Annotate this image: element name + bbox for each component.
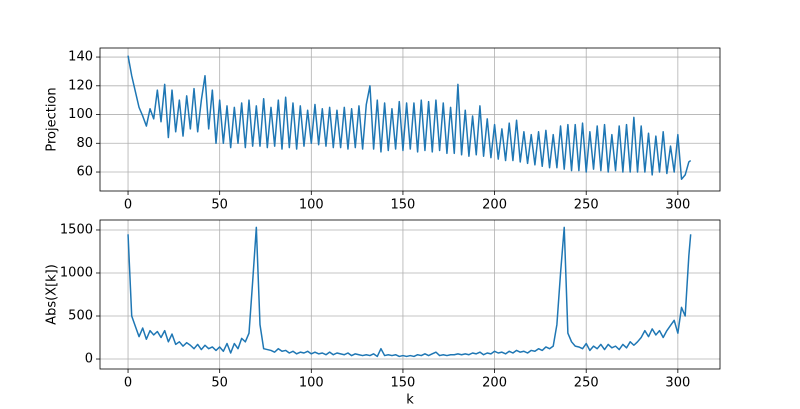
y-tick-label: 80 <box>76 136 93 151</box>
y-tick-label: 1000 <box>60 265 93 280</box>
y-tick-label: 1500 <box>60 222 93 237</box>
x-tick-label: 50 <box>211 376 228 391</box>
axes-frame <box>99 219 721 370</box>
data-line <box>127 226 692 358</box>
x-tick-label: 250 <box>574 376 599 391</box>
y-axis-label: Abs(X[k]) <box>45 264 60 325</box>
y-tick-label: 120 <box>68 78 93 93</box>
x-tick-label: 250 <box>574 198 599 213</box>
y-tick-label: 100 <box>68 107 93 122</box>
axes-frame <box>99 47 721 192</box>
x-tick-label: 100 <box>299 198 324 213</box>
x-axis-label: k <box>406 393 414 408</box>
x-tick-label: 0 <box>124 198 132 213</box>
y-tick-label: 500 <box>68 309 93 324</box>
x-tick-label: 200 <box>482 198 507 213</box>
x-tick-label: 200 <box>482 376 507 391</box>
x-tick-label: 300 <box>665 198 690 213</box>
y-tick-label: 0 <box>85 352 93 367</box>
x-tick-label: 50 <box>211 198 228 213</box>
x-tick-label: 100 <box>299 376 324 391</box>
x-tick-label: 150 <box>391 376 416 391</box>
x-tick-label: 300 <box>665 376 690 391</box>
data-line <box>127 55 692 180</box>
y-tick-label: 60 <box>76 165 93 180</box>
x-tick-label: 150 <box>391 198 416 213</box>
y-axis-label: Projection <box>45 87 60 151</box>
x-tick-label: 0 <box>124 376 132 391</box>
y-tick-label: 140 <box>68 50 93 65</box>
